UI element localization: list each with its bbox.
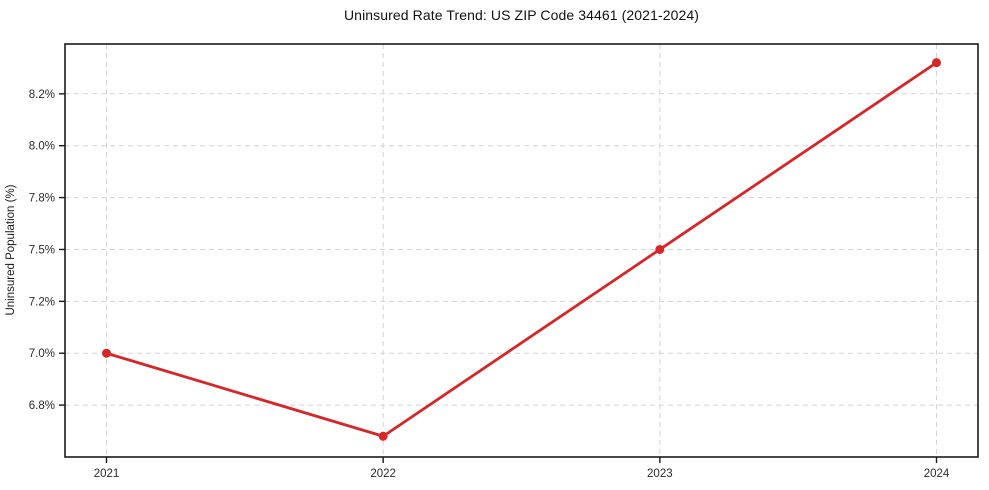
data-point-marker: [932, 58, 941, 68]
y-tick-label: 7.2%: [29, 296, 55, 308]
data-point-marker: [378, 431, 388, 441]
trend-line: [105, 61, 938, 438]
x-tick-label: 2021: [94, 468, 120, 480]
y-tick-label: 7.0%: [29, 348, 55, 360]
x-tick-label: 2023: [647, 468, 673, 480]
data-point-marker: [102, 348, 111, 358]
x-tick-label: 2024: [924, 468, 950, 480]
y-tick-label: 6.8%: [29, 400, 55, 412]
y-tick-label: 7.8%: [29, 193, 55, 205]
plot-border: [64, 43, 979, 458]
data-point-marker: [655, 244, 665, 254]
y-tick-label: 7.5%: [29, 244, 55, 256]
y-tick-label: 8.0%: [29, 141, 55, 153]
y-tick-label: 8.2%: [29, 89, 55, 101]
x-tick-label: 2022: [370, 468, 396, 480]
chart-title: Uninsured Rate Trend: US ZIP Code 34461 …: [343, 7, 700, 23]
